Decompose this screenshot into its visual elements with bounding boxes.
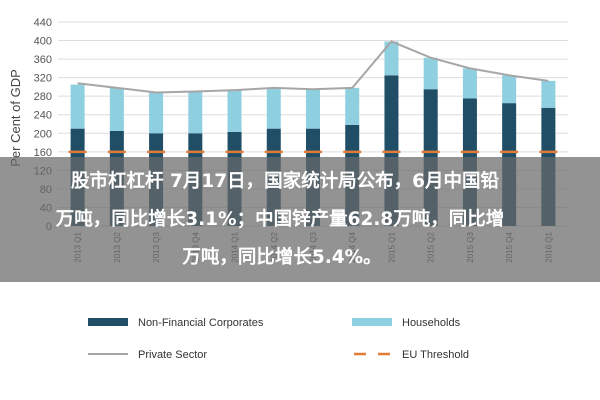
bar-households — [541, 80, 556, 108]
y-tick-label: 400 — [34, 36, 52, 48]
legend: Non-Financial Corporates Households Privat… — [88, 317, 469, 361]
bar-households — [502, 75, 517, 104]
bar-households — [384, 41, 399, 76]
line-private-sector — [77, 40, 549, 94]
legend-swatch — [352, 318, 392, 326]
y-tick-label: 320 — [34, 73, 52, 85]
bar-households — [266, 87, 281, 129]
legend-label: Households — [402, 317, 461, 329]
legend-label: Private Sector — [138, 349, 207, 361]
line-series — [68, 40, 558, 154]
bar-households — [345, 87, 360, 125]
news-text-overlay: 股市杠杠杆 7月17日，国家统计局公布，6月中国铅 万吨，同比增长3.1%；中国… — [0, 157, 600, 282]
bar-households — [149, 92, 164, 134]
y-axis-label: Per Cent of GDP — [8, 69, 23, 167]
legend-label: EU Threshold — [402, 349, 469, 361]
y-tick-label: 200 — [34, 128, 52, 140]
overlay-line-2: 万吨，同比增长3.1%；中国锌产量62.8万吨，同比增 — [55, 209, 505, 230]
legend-label: Non-Financial Corporates — [138, 317, 264, 329]
y-tick-label: 360 — [34, 54, 52, 66]
y-tick-label: 160 — [34, 147, 52, 159]
bar-households — [462, 68, 477, 99]
y-tick-label: 280 — [34, 91, 52, 103]
bar-households — [423, 57, 438, 90]
bar-households — [70, 84, 85, 129]
overlay-line-1: 股市杠杠杆 7月17日，国家统计局公布，6月中国铅 — [71, 171, 499, 192]
overlay-line-3: 万吨，同比增长5.4%。 — [182, 247, 382, 268]
y-tick-label: 240 — [34, 110, 52, 122]
y-tick-label: 440 — [34, 17, 52, 29]
bar-households — [188, 91, 203, 134]
bar-households — [109, 87, 124, 131]
bar-households — [306, 89, 320, 129]
legend-swatch — [88, 318, 128, 326]
bar-households — [227, 90, 242, 132]
